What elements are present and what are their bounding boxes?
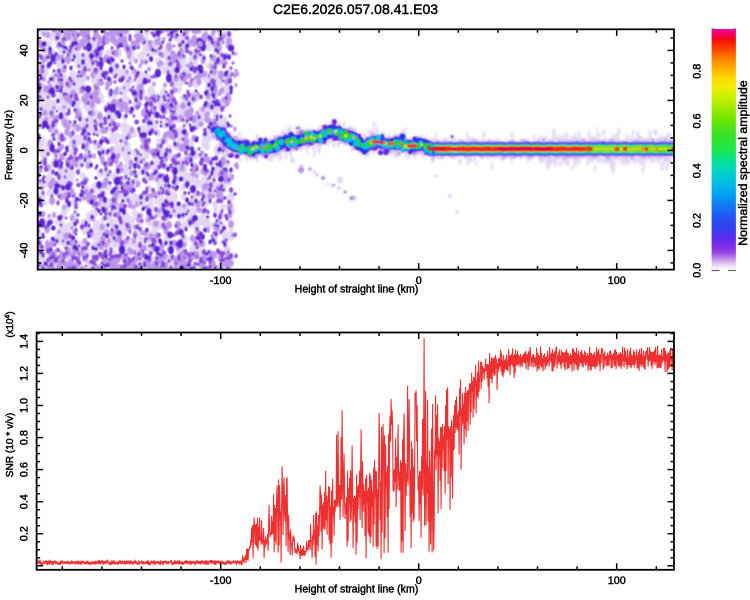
svg-text:-20: -20 — [19, 193, 31, 209]
svg-text:1.4: 1.4 — [19, 334, 31, 349]
svg-text:0.0: 0.0 — [692, 263, 704, 278]
svg-text:0.6: 0.6 — [692, 113, 704, 128]
svg-text:100: 100 — [608, 575, 626, 587]
svg-text:0.6: 0.6 — [19, 462, 31, 477]
svg-text:Frequency (Hz): Frequency (Hz) — [4, 110, 15, 180]
svg-text:C2E6.2026.057.08.41.E03: C2E6.2026.057.08.41.E03 — [273, 1, 438, 17]
svg-text:20: 20 — [19, 94, 31, 106]
svg-text:1.0: 1.0 — [19, 398, 31, 413]
svg-text:100: 100 — [608, 275, 626, 287]
svg-text:SNR (10 * v/v): SNR (10 * v/v) — [5, 413, 16, 478]
svg-text:0.2: 0.2 — [19, 526, 31, 541]
svg-text:(x104): (x104) — [5, 311, 17, 337]
svg-text:0.8: 0.8 — [19, 430, 31, 445]
svg-text:0: 0 — [416, 275, 422, 287]
svg-text:0.2: 0.2 — [692, 213, 704, 228]
svg-text:Height of straight line (km): Height of straight line (km) — [295, 584, 419, 596]
svg-text:0.8: 0.8 — [692, 64, 704, 79]
svg-text:0: 0 — [416, 575, 422, 587]
svg-text:-40: -40 — [19, 243, 31, 259]
svg-text:-100: -100 — [210, 275, 232, 287]
svg-text:0.4: 0.4 — [692, 163, 704, 178]
svg-text:40: 40 — [19, 44, 31, 56]
svg-text:Height of straight line (km): Height of straight line (km) — [295, 284, 419, 296]
svg-text:Normalized spectral amplitude: Normalized spectral amplitude — [736, 80, 750, 246]
svg-text:0.4: 0.4 — [19, 494, 31, 509]
svg-text:1.2: 1.2 — [19, 366, 31, 381]
svg-text:0: 0 — [19, 147, 31, 153]
svg-text:-100: -100 — [210, 575, 232, 587]
